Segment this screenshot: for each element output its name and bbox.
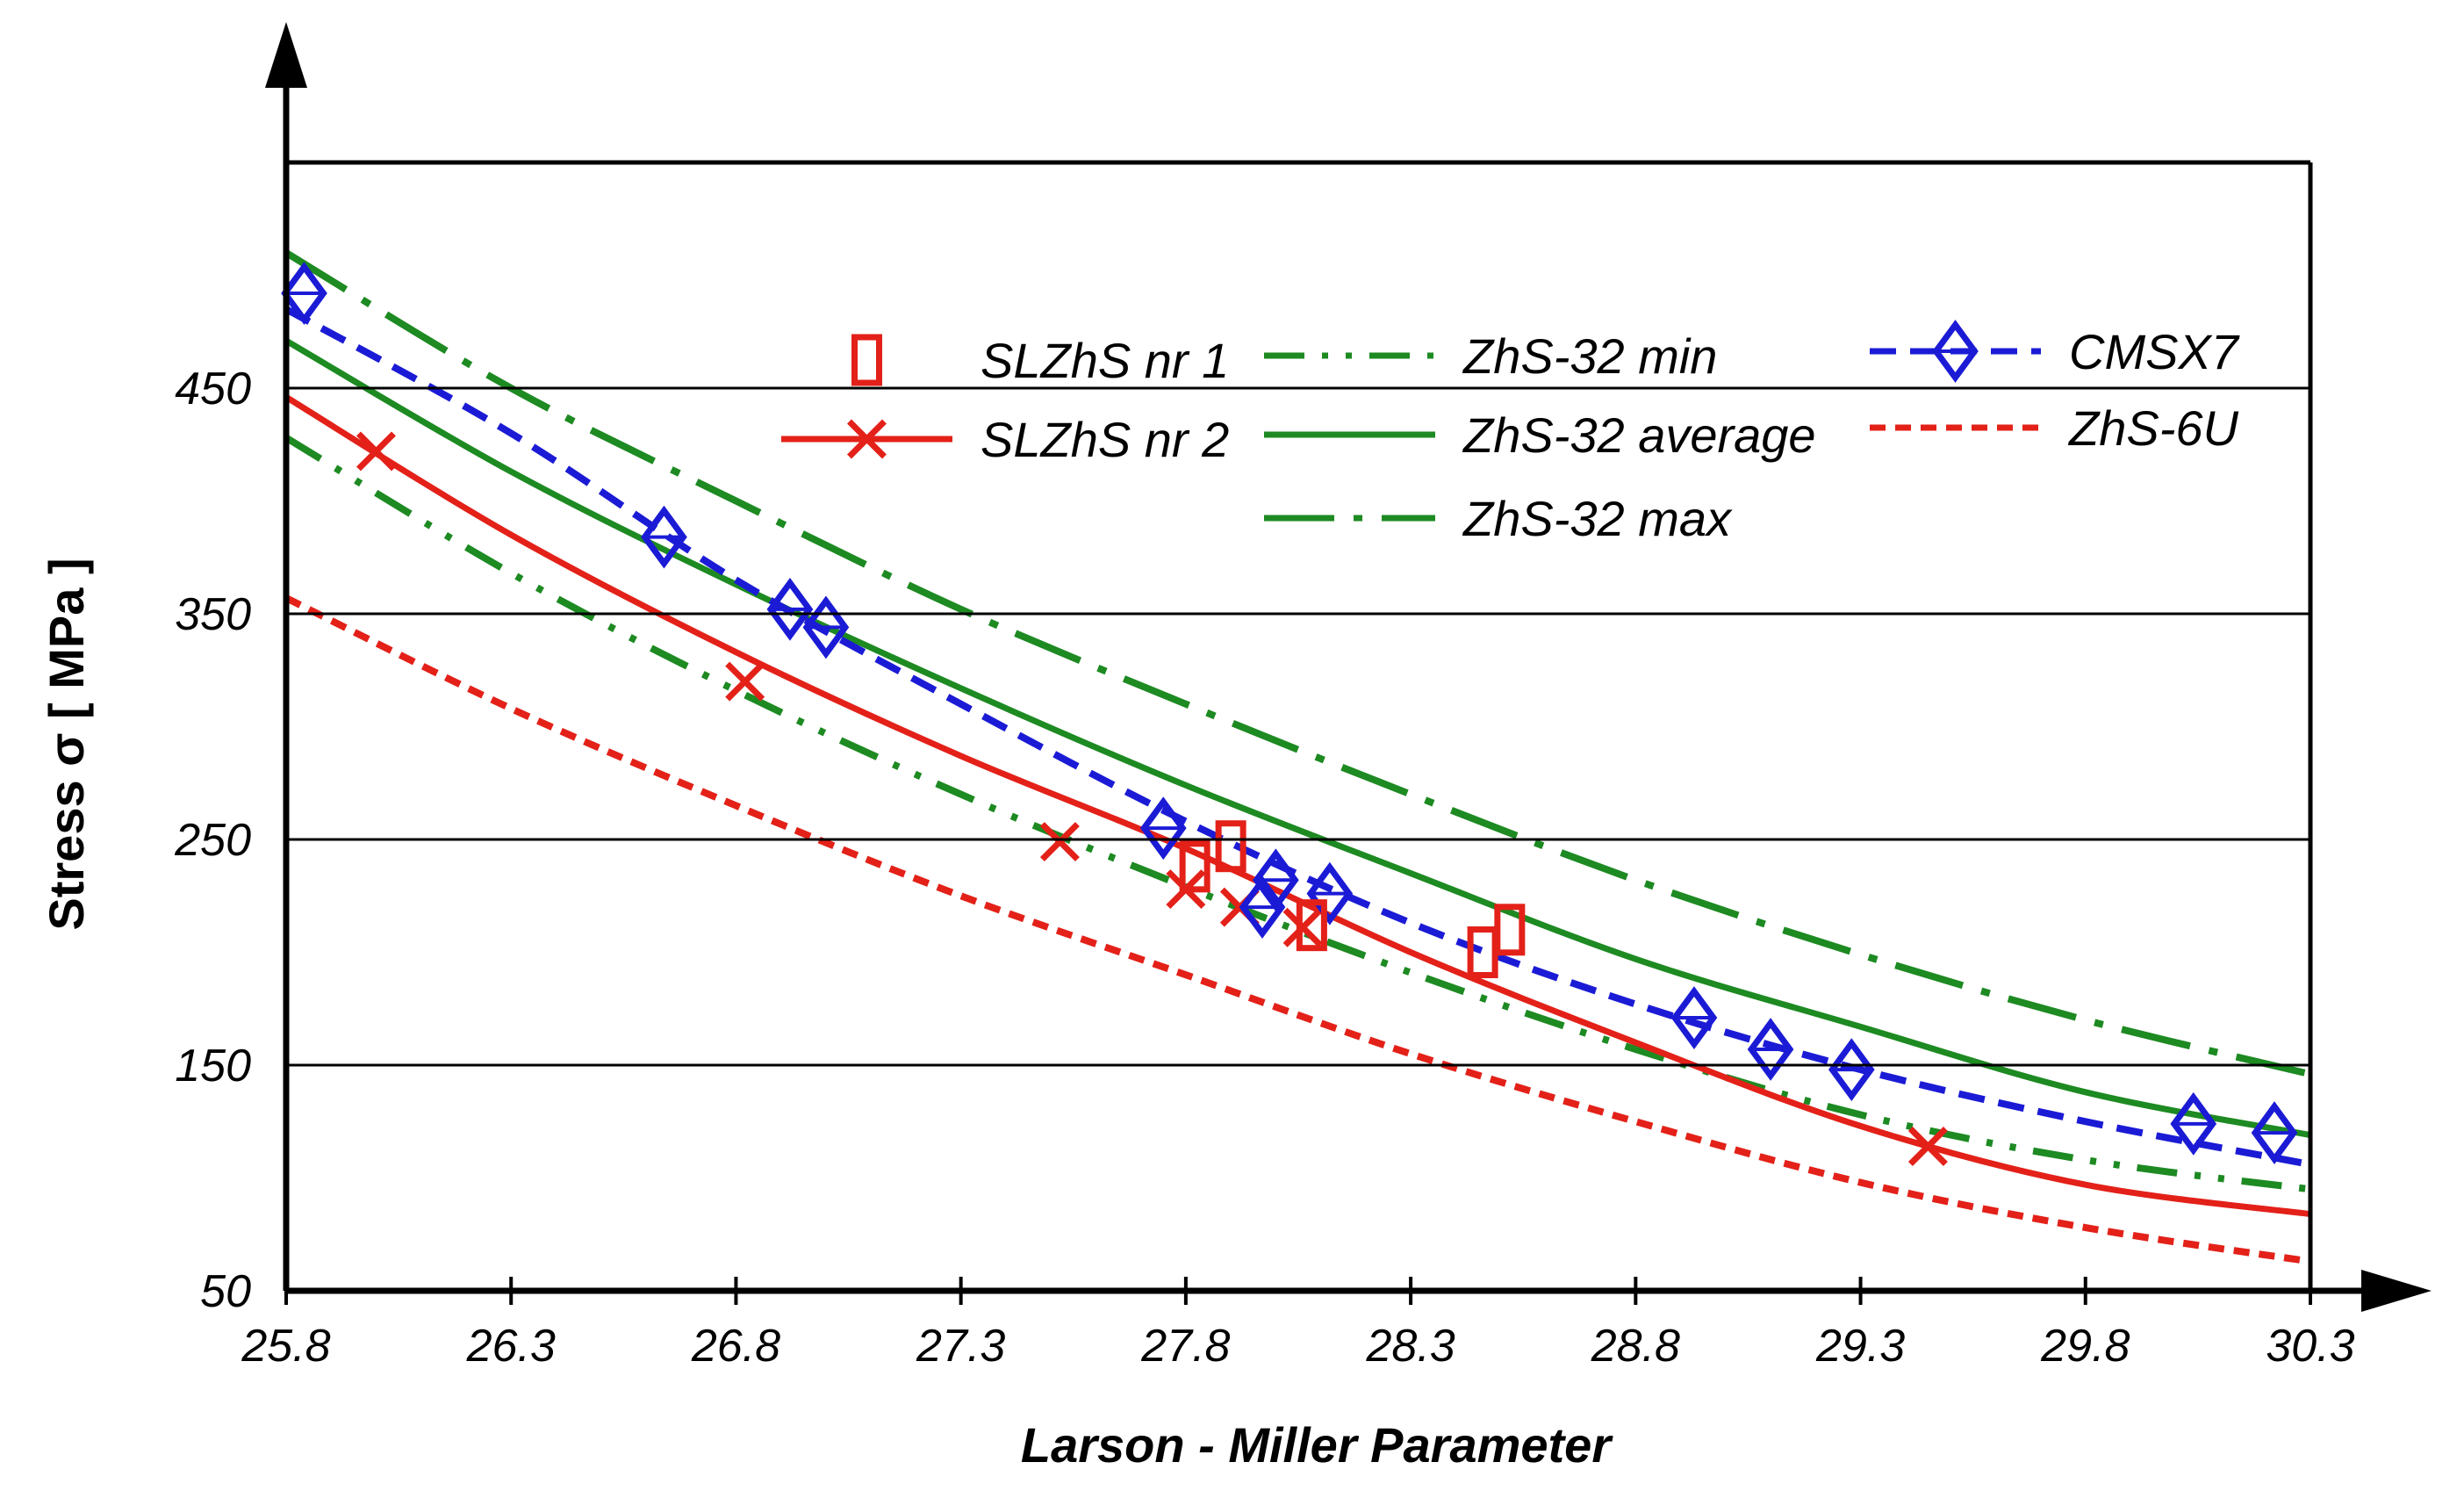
- point-cmsx7-1: [641, 505, 687, 569]
- point-cmsx7-2-shape: [766, 577, 814, 641]
- point-slzhs-nr-2-2: [1039, 822, 1080, 862]
- y-axis-title: Stress σ [ MPa ]: [39, 558, 94, 930]
- point-cmsx7-11: [2170, 1091, 2217, 1156]
- point-slzhs-nr-2-1: [725, 661, 765, 702]
- legend-item-zhs-6u: ZhS-6U: [1870, 400, 2238, 456]
- point-cmsx7-7-shape: [1306, 861, 1354, 926]
- point-slzhs-nr-2-6-b: [1907, 1127, 1948, 1166]
- series-zhs-32-max: [286, 249, 2310, 1078]
- x-tick-label-30.3: 30.3: [2266, 1321, 2354, 1372]
- x-tick-label-26.8: 26.8: [691, 1321, 780, 1372]
- x-tick-label-27.8: 27.8: [1140, 1321, 1230, 1372]
- x-tick-label-28.8: 28.8: [1591, 1321, 1680, 1372]
- point-slzhs-nr-1-2: [1296, 899, 1327, 952]
- x-tick-label-27.3: 27.3: [916, 1321, 1005, 1372]
- point-cmsx7-12-shape: [2251, 1101, 2298, 1165]
- point-slzhs-nr-2-2-b: [1039, 822, 1080, 862]
- point-cmsx7-10: [1828, 1038, 1875, 1102]
- point-cmsx7-11-shape: [2170, 1091, 2217, 1156]
- point-cmsx7-6: [1253, 848, 1299, 912]
- legend-marker-slzhs-nr-2: [847, 419, 887, 459]
- point-slzhs-nr-1-0: [1179, 840, 1210, 893]
- point-cmsx7-8: [1670, 986, 1718, 1049]
- x-axis-title: Larson - Miller Parameter: [1021, 1417, 1613, 1473]
- x-tick-label-29.8: 29.8: [2040, 1321, 2130, 1372]
- point-cmsx7-0-shape: [281, 262, 327, 325]
- point-cmsx7-0: [281, 262, 327, 325]
- point-slzhs-nr-2-0: [356, 431, 396, 472]
- point-slzhs-nr-1-3: [1467, 926, 1498, 978]
- x-axis-arrow: [2361, 1270, 2432, 1312]
- series-line-zhs-32-max: [286, 249, 2310, 1078]
- y-tick-label-350: 350: [175, 589, 251, 640]
- point-slzhs-nr-2-5-b: [1282, 907, 1323, 947]
- legend-item-zhs-32-average: ZhS-32 average: [1264, 407, 1816, 463]
- series-zhs-32-average: [286, 338, 2310, 1139]
- y-tick-label-150: 150: [175, 1041, 251, 1091]
- y-tick-label-450: 450: [175, 364, 251, 414]
- series-line-zhs-6u: [286, 594, 2310, 1265]
- series-line-zhs-32-average: [286, 338, 2310, 1139]
- y-axis-arrow: [265, 22, 307, 88]
- point-cmsx7-6-shape: [1253, 848, 1299, 912]
- series-slzhs-nr-1: [1179, 820, 1526, 978]
- legend-item-slzhs-nr-2: SLZhS nr 2: [781, 412, 1229, 467]
- legend-label-zhs-32-min: ZhS-32 min: [1462, 328, 1717, 384]
- x-tick-label-25.8: 25.8: [241, 1321, 330, 1372]
- legend-label-slzhs-nr-2: SLZhS nr 2: [981, 412, 1229, 467]
- point-cmsx7-9-shape: [1747, 1018, 1794, 1081]
- legend-item-slzhs-nr-1: SLZhS nr 1: [851, 333, 1229, 388]
- legend-item-zhs-32-min: ZhS-32 min: [1264, 328, 1717, 384]
- legend-item-zhs-32-max: ZhS-32 max: [1264, 491, 1733, 546]
- series-line-zhs-32-min: [286, 435, 2310, 1193]
- point-slzhs-nr-2-6: [1907, 1127, 1948, 1166]
- point-cmsx7-3-shape: [802, 595, 850, 659]
- point-cmsx7-9: [1747, 1018, 1794, 1081]
- y-tick-label-50: 50: [200, 1266, 251, 1317]
- y-tick-label-250: 250: [174, 815, 251, 866]
- legend-label-cmsx7: CMSX7: [2069, 324, 2240, 379]
- point-slzhs-nr-2-0-b: [356, 431, 396, 472]
- series-zhs-32-min: [286, 435, 2310, 1193]
- point-slzhs-nr-2-1-b: [725, 661, 765, 702]
- point-cmsx7-8-shape: [1670, 986, 1718, 1049]
- point-cmsx7-4-shape: [1139, 796, 1187, 861]
- point-cmsx7-1-shape: [641, 505, 687, 569]
- series-zhs-6u: [286, 594, 2310, 1265]
- point-slzhs-nr-1-4: [1494, 904, 1526, 956]
- legend-marker-cmsx7: [1932, 320, 1979, 383]
- legend-item-cmsx7: CMSX7: [1870, 320, 2240, 383]
- point-slzhs-nr-1-1: [1215, 820, 1246, 873]
- point-slzhs-nr-2-5: [1282, 907, 1323, 947]
- point-cmsx7-12: [2251, 1101, 2298, 1165]
- series-cmsx7: [281, 262, 2310, 1169]
- point-cmsx7-2: [766, 577, 814, 641]
- legend-label-zhs-32-max: ZhS-32 max: [1462, 491, 1733, 546]
- legend-label-zhs-6u: ZhS-6U: [2067, 400, 2238, 456]
- legend-marker-slzhs-nr-1: [851, 334, 882, 386]
- x-tick-label-28.3: 28.3: [1366, 1321, 1455, 1372]
- legend-label-zhs-32-average: ZhS-32 average: [1462, 407, 1816, 463]
- point-cmsx7-10-shape: [1828, 1038, 1875, 1102]
- legend-marker-cmsx7-shape: [1932, 320, 1979, 383]
- x-tick-label-29.3: 29.3: [1815, 1321, 1905, 1372]
- point-cmsx7-4: [1139, 796, 1187, 861]
- x-tick-label-26.3: 26.3: [466, 1321, 556, 1372]
- legend-label-slzhs-nr-1: SLZhS nr 1: [981, 333, 1229, 388]
- legend-marker-slzhs-nr-2-b: [847, 419, 887, 459]
- point-cmsx7-3: [802, 595, 850, 659]
- point-cmsx7-7: [1306, 861, 1354, 926]
- point-cmsx7-5-shape: [1239, 875, 1286, 940]
